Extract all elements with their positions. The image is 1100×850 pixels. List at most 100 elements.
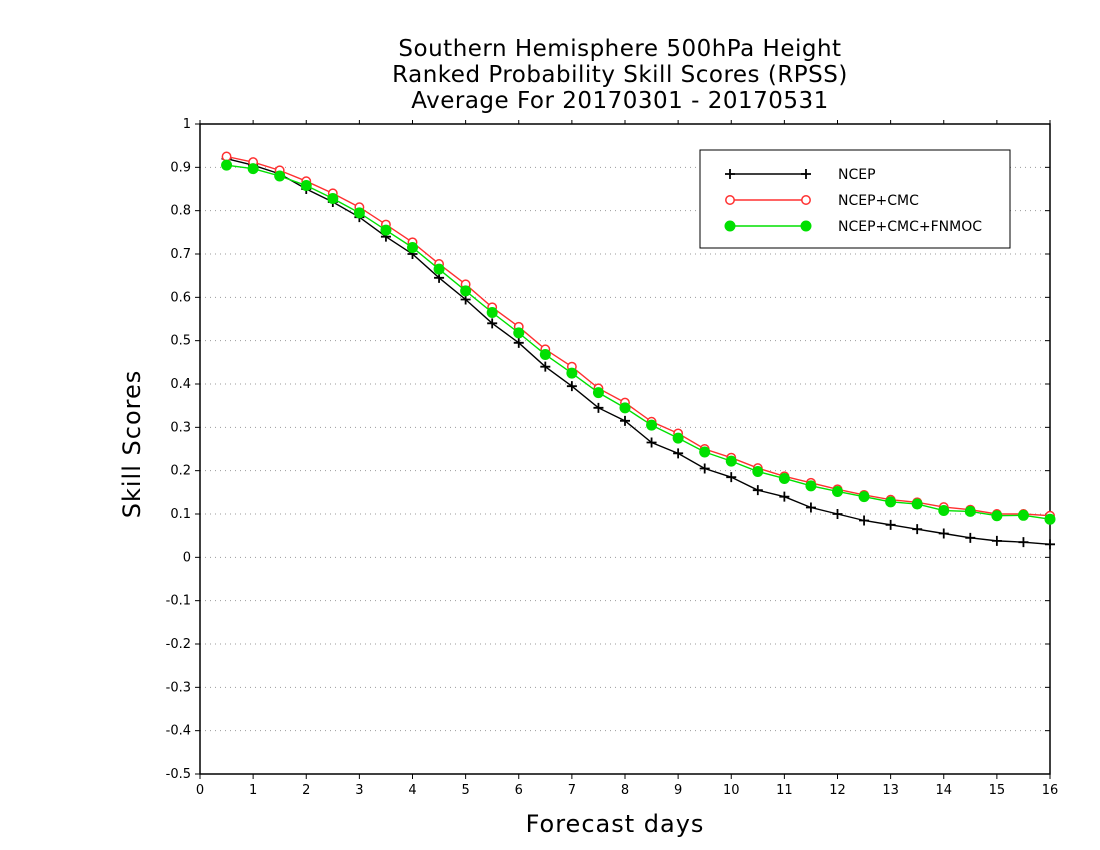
data-point <box>407 242 418 253</box>
data-point <box>353 207 365 219</box>
data-point <box>433 263 445 275</box>
y-tick-label: -0.2 <box>166 637 191 652</box>
data-point <box>566 381 577 392</box>
data-point <box>513 337 524 348</box>
data-point <box>859 515 870 526</box>
y-tick-label: 0.1 <box>170 507 191 522</box>
y-tick-label: 0.8 <box>170 204 191 219</box>
x-tick-label: 12 <box>829 783 846 798</box>
data-point <box>566 367 578 379</box>
data-point <box>300 180 312 192</box>
data-point <box>513 327 525 339</box>
data-point <box>672 432 684 444</box>
data-point <box>592 387 604 399</box>
data-point <box>620 415 630 426</box>
data-point <box>673 448 684 459</box>
data-point <box>805 502 816 513</box>
data-point <box>1044 513 1056 525</box>
y-tick-label: -0.5 <box>166 767 191 782</box>
data-point <box>221 151 232 162</box>
data-point <box>885 519 896 530</box>
data-point <box>540 361 551 372</box>
y-tick-label: 0.6 <box>170 290 191 305</box>
data-point <box>858 491 870 503</box>
data-point <box>725 455 737 467</box>
data-point <box>725 195 735 205</box>
y-tick-label: 0.7 <box>170 247 191 262</box>
legend-label: NCEP+CMC <box>838 193 919 209</box>
series-ncep-cmc-fnmoc <box>221 159 1056 525</box>
data-point <box>832 509 843 519</box>
data-point <box>725 169 735 179</box>
data-point <box>938 528 949 539</box>
legend-box <box>699 149 1011 249</box>
data-point <box>593 402 604 413</box>
x-tick-label: 11 <box>776 783 793 798</box>
data-point <box>1045 539 1055 550</box>
data-point <box>991 510 1003 522</box>
data-point <box>1017 509 1029 521</box>
x-tick-label: 8 <box>621 783 629 798</box>
x-tick-label: 6 <box>515 783 523 798</box>
x-tick-label: 0 <box>196 783 204 798</box>
data-point <box>274 170 286 182</box>
x-tick-label: 2 <box>302 783 310 798</box>
data-point <box>539 349 551 361</box>
data-point <box>805 480 817 492</box>
y-tick-label: 0 <box>183 550 191 565</box>
data-point <box>778 472 790 484</box>
data-point <box>752 485 763 496</box>
x-tick-label: 10 <box>723 783 740 798</box>
legend-label: NCEP+CMC+FNMOC <box>838 219 982 235</box>
chart-title-line-1: Southern Hemisphere 500hPa Height <box>398 36 842 62</box>
data-point <box>991 535 1002 546</box>
x-tick-label: 14 <box>935 783 952 798</box>
data-point <box>801 195 811 205</box>
data-point <box>1018 537 1029 548</box>
y-tick-label: -0.1 <box>166 594 191 609</box>
data-point <box>726 472 737 483</box>
data-point <box>699 446 711 458</box>
x-tick-label: 9 <box>674 783 682 798</box>
data-point <box>247 163 259 175</box>
x-axis-label: Forecast days <box>526 810 705 838</box>
data-point <box>752 466 764 478</box>
data-point <box>487 318 498 329</box>
data-point <box>832 485 843 497</box>
y-tick-label: 0.2 <box>170 464 191 479</box>
data-point <box>699 463 710 474</box>
data-point <box>938 505 950 517</box>
y-tick-label: 0.5 <box>170 334 191 349</box>
data-point <box>801 169 811 179</box>
x-tick-label: 5 <box>461 783 469 798</box>
x-tick-label: 16 <box>1042 783 1059 798</box>
data-point <box>964 505 976 517</box>
y-axis-label: Skill Scores <box>118 370 146 519</box>
y-tick-label: -0.4 <box>166 724 191 739</box>
data-point <box>380 224 392 236</box>
x-tick-label: 1 <box>249 783 257 798</box>
legend: NCEP NCEP+CMC NCEP+CMC+FNMOC <box>699 149 1011 249</box>
data-point <box>724 220 736 232</box>
y-tick-label: -0.3 <box>166 680 191 695</box>
x-tick-label: 15 <box>989 783 1006 798</box>
x-tick-label: 3 <box>355 783 363 798</box>
y-tick-label: 0.9 <box>170 160 191 175</box>
data-point <box>486 307 498 318</box>
y-tick-label: 0.4 <box>170 377 191 392</box>
y-tick-label: 0.3 <box>170 420 191 435</box>
data-point <box>460 285 472 297</box>
y-tick-label: 1 <box>183 117 191 132</box>
data-point <box>965 532 976 543</box>
x-tick-label: 4 <box>408 783 416 798</box>
data-point <box>619 402 631 414</box>
chart-title-line-2: Ranked Probability Skill Scores (RPSS) <box>392 62 848 88</box>
data-point <box>800 220 812 232</box>
data-point <box>646 419 658 431</box>
legend-label: NCEP <box>838 167 876 183</box>
data-point <box>221 159 233 171</box>
data-point <box>885 496 897 508</box>
x-tick-label: 13 <box>882 783 899 798</box>
data-point <box>646 437 657 448</box>
